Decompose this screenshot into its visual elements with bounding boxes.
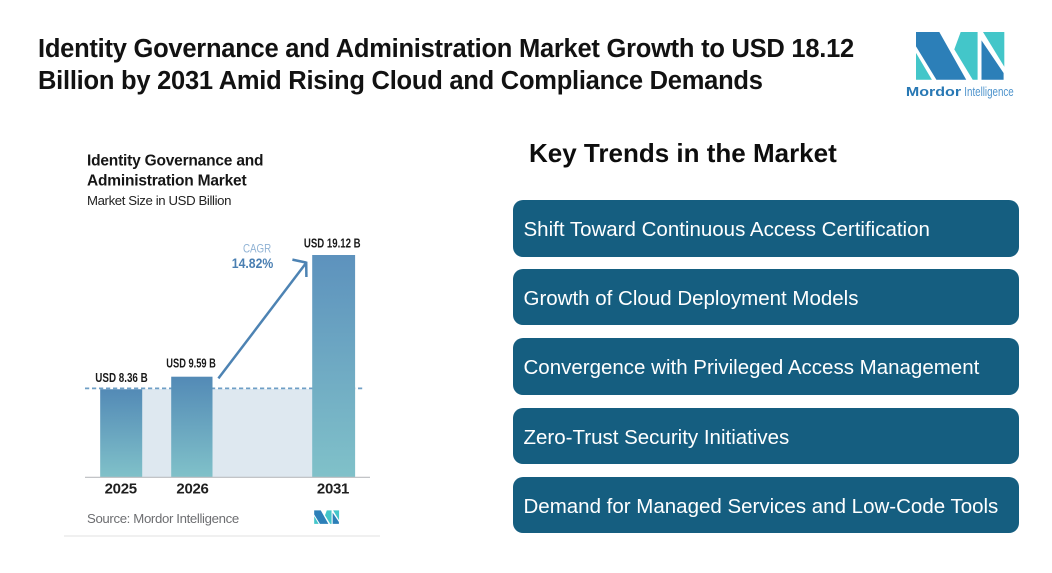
svg-text:Source: Mordor Intelligence: Source: Mordor Intelligence <box>87 511 239 526</box>
svg-text:Administration Market: Administration Market <box>87 173 246 190</box>
svg-text:2025: 2025 <box>105 481 137 498</box>
svg-text:Market Size in USD Billion: Market Size in USD Billion <box>87 193 231 208</box>
svg-text:USD 19.12 B: USD 19.12 B <box>304 235 361 250</box>
svg-text:CAGR: CAGR <box>243 241 271 255</box>
svg-text:Mordor: Mordor <box>906 84 961 99</box>
svg-text:2031: 2031 <box>317 481 349 498</box>
svg-text:Intelligence: Intelligence <box>964 84 1013 99</box>
svg-text:USD 8.36 B: USD 8.36 B <box>95 370 147 385</box>
svg-text:14.82%: 14.82% <box>232 256 273 271</box>
svg-text:USD 9.59 B: USD 9.59 B <box>166 356 216 371</box>
svg-text:2026: 2026 <box>176 481 208 498</box>
svg-text:Identity Governance and: Identity Governance and <box>87 153 263 170</box>
